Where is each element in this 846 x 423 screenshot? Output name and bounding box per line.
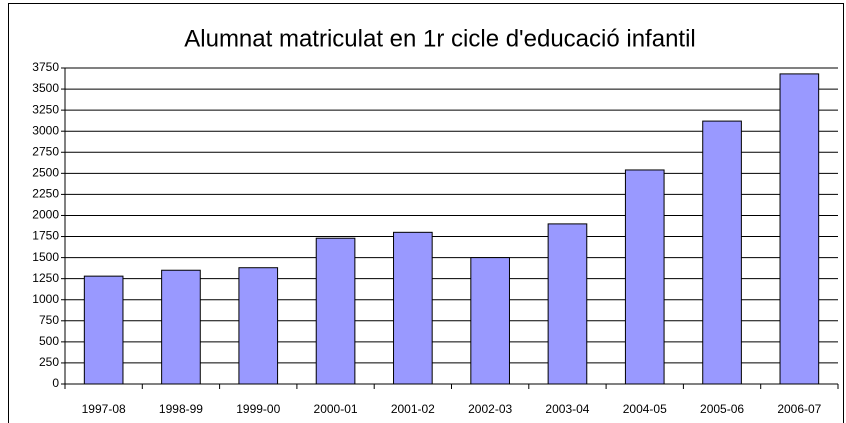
y-tick-label: 1000 <box>32 292 59 306</box>
x-tick-label: 2001-02 <box>391 402 435 416</box>
y-tick-label: 2750 <box>32 144 59 158</box>
y-tick-label: 2000 <box>32 208 59 222</box>
bar <box>470 257 510 385</box>
x-tick-label: 2004-05 <box>623 402 667 416</box>
x-tick-label: 2003-04 <box>545 402 589 416</box>
bar <box>238 267 279 385</box>
y-tick-label: 3250 <box>32 102 59 116</box>
bar <box>315 237 356 385</box>
y-tick-label: 3000 <box>32 123 59 137</box>
x-tick-label: 1998-99 <box>159 402 203 416</box>
x-tick-label: 1997-08 <box>82 402 126 416</box>
y-tick-label: 2250 <box>32 187 59 201</box>
y-tick-label: 500 <box>39 334 59 348</box>
y-tick-label: 750 <box>39 313 59 327</box>
y-tick-label: 3500 <box>32 81 59 95</box>
x-tick-label: 2005-06 <box>700 402 744 416</box>
bar <box>161 269 201 385</box>
bar <box>83 275 124 385</box>
y-tick-label: 1250 <box>32 271 59 285</box>
y-tick-label: 2500 <box>32 166 59 180</box>
bar <box>547 223 588 385</box>
bar <box>393 231 433 385</box>
y-tick-label: 250 <box>39 355 59 369</box>
bar <box>779 73 820 385</box>
bar <box>624 169 665 385</box>
y-tick-label: 3750 <box>32 60 59 74</box>
y-tick-label: 0 <box>52 376 59 390</box>
y-tick-label: 1750 <box>32 229 59 243</box>
x-tick-label: 2006-07 <box>777 402 821 416</box>
bar <box>702 120 742 385</box>
y-tick-label: 1500 <box>32 250 59 264</box>
x-tick-label: 2002-03 <box>468 402 512 416</box>
x-tick-label: 2000-01 <box>314 402 358 416</box>
chart-title: Alumnat matriculat en 1r cicle d'educaci… <box>184 25 696 52</box>
x-tick-label: 1999-00 <box>236 402 280 416</box>
